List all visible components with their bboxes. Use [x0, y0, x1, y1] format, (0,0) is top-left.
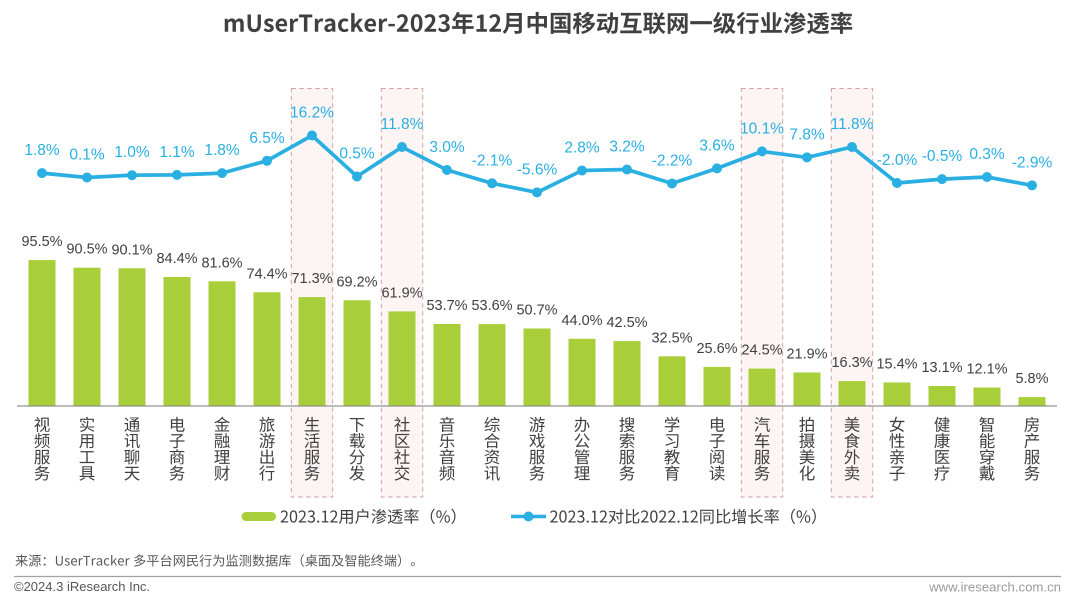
svg-text:-0.5%: -0.5% [922, 148, 963, 165]
svg-text:84.4%: 84.4% [156, 251, 197, 267]
svg-text:11.8%: 11.8% [381, 116, 424, 133]
svg-text:90.5%: 90.5% [66, 242, 107, 258]
svg-text:16.3%: 16.3% [831, 355, 872, 371]
svg-text:3.0%: 3.0% [429, 139, 465, 156]
svg-text:42.5%: 42.5% [606, 315, 647, 331]
svg-text:61.9%: 61.9% [381, 285, 422, 301]
svg-text:50.7%: 50.7% [516, 303, 557, 319]
svg-text:44.0%: 44.0% [561, 313, 602, 329]
svg-text:25.6%: 25.6% [696, 341, 737, 357]
svg-text:1.1%: 1.1% [159, 144, 195, 161]
svg-text:53.6%: 53.6% [471, 298, 512, 314]
svg-text:-2.1%: -2.1% [472, 152, 513, 169]
svg-text:3.6%: 3.6% [699, 137, 735, 154]
svg-text:1.8%: 1.8% [24, 142, 60, 159]
svg-text:15.4%: 15.4% [876, 357, 917, 373]
svg-text:-2.0%: -2.0% [877, 152, 918, 169]
svg-text:©2024.3 iResearch Inc.: ©2024.3 iResearch Inc. [14, 579, 150, 594]
svg-text:53.7%: 53.7% [426, 298, 467, 314]
svg-text:90.1%: 90.1% [111, 242, 152, 258]
svg-text:-2.9%: -2.9% [1012, 154, 1053, 171]
svg-text:5.8%: 5.8% [1015, 371, 1048, 387]
svg-text:0.5%: 0.5% [339, 146, 375, 163]
svg-text:24.5%: 24.5% [741, 343, 782, 359]
svg-text:71.3%: 71.3% [291, 271, 332, 287]
svg-text:21.9%: 21.9% [786, 347, 827, 363]
svg-text:1.0%: 1.0% [114, 144, 150, 161]
svg-text:12.1%: 12.1% [966, 362, 1007, 378]
svg-text:3.2%: 3.2% [609, 139, 645, 156]
svg-text:7.8%: 7.8% [789, 126, 825, 143]
svg-text:0.1%: 0.1% [69, 147, 105, 164]
svg-text:13.1%: 13.1% [921, 360, 962, 376]
svg-text:2.8%: 2.8% [564, 140, 600, 157]
svg-text:-2.2%: -2.2% [652, 153, 693, 170]
svg-text:81.6%: 81.6% [201, 255, 242, 271]
svg-text:32.5%: 32.5% [651, 330, 692, 346]
svg-text:0.3%: 0.3% [969, 146, 1005, 163]
svg-text:95.5%: 95.5% [21, 234, 62, 250]
svg-text:69.2%: 69.2% [336, 274, 377, 290]
svg-text:1.8%: 1.8% [204, 142, 240, 159]
svg-text:11.8%: 11.8% [831, 116, 874, 133]
svg-text:6.5%: 6.5% [249, 130, 285, 147]
svg-text:www.iresearch.com.cn: www.iresearch.com.cn [928, 580, 1061, 595]
svg-text:-5.6%: -5.6% [517, 161, 558, 178]
svg-text:10.1%: 10.1% [740, 120, 784, 137]
svg-text:74.4%: 74.4% [246, 266, 287, 282]
svg-text:16.2%: 16.2% [290, 105, 334, 122]
